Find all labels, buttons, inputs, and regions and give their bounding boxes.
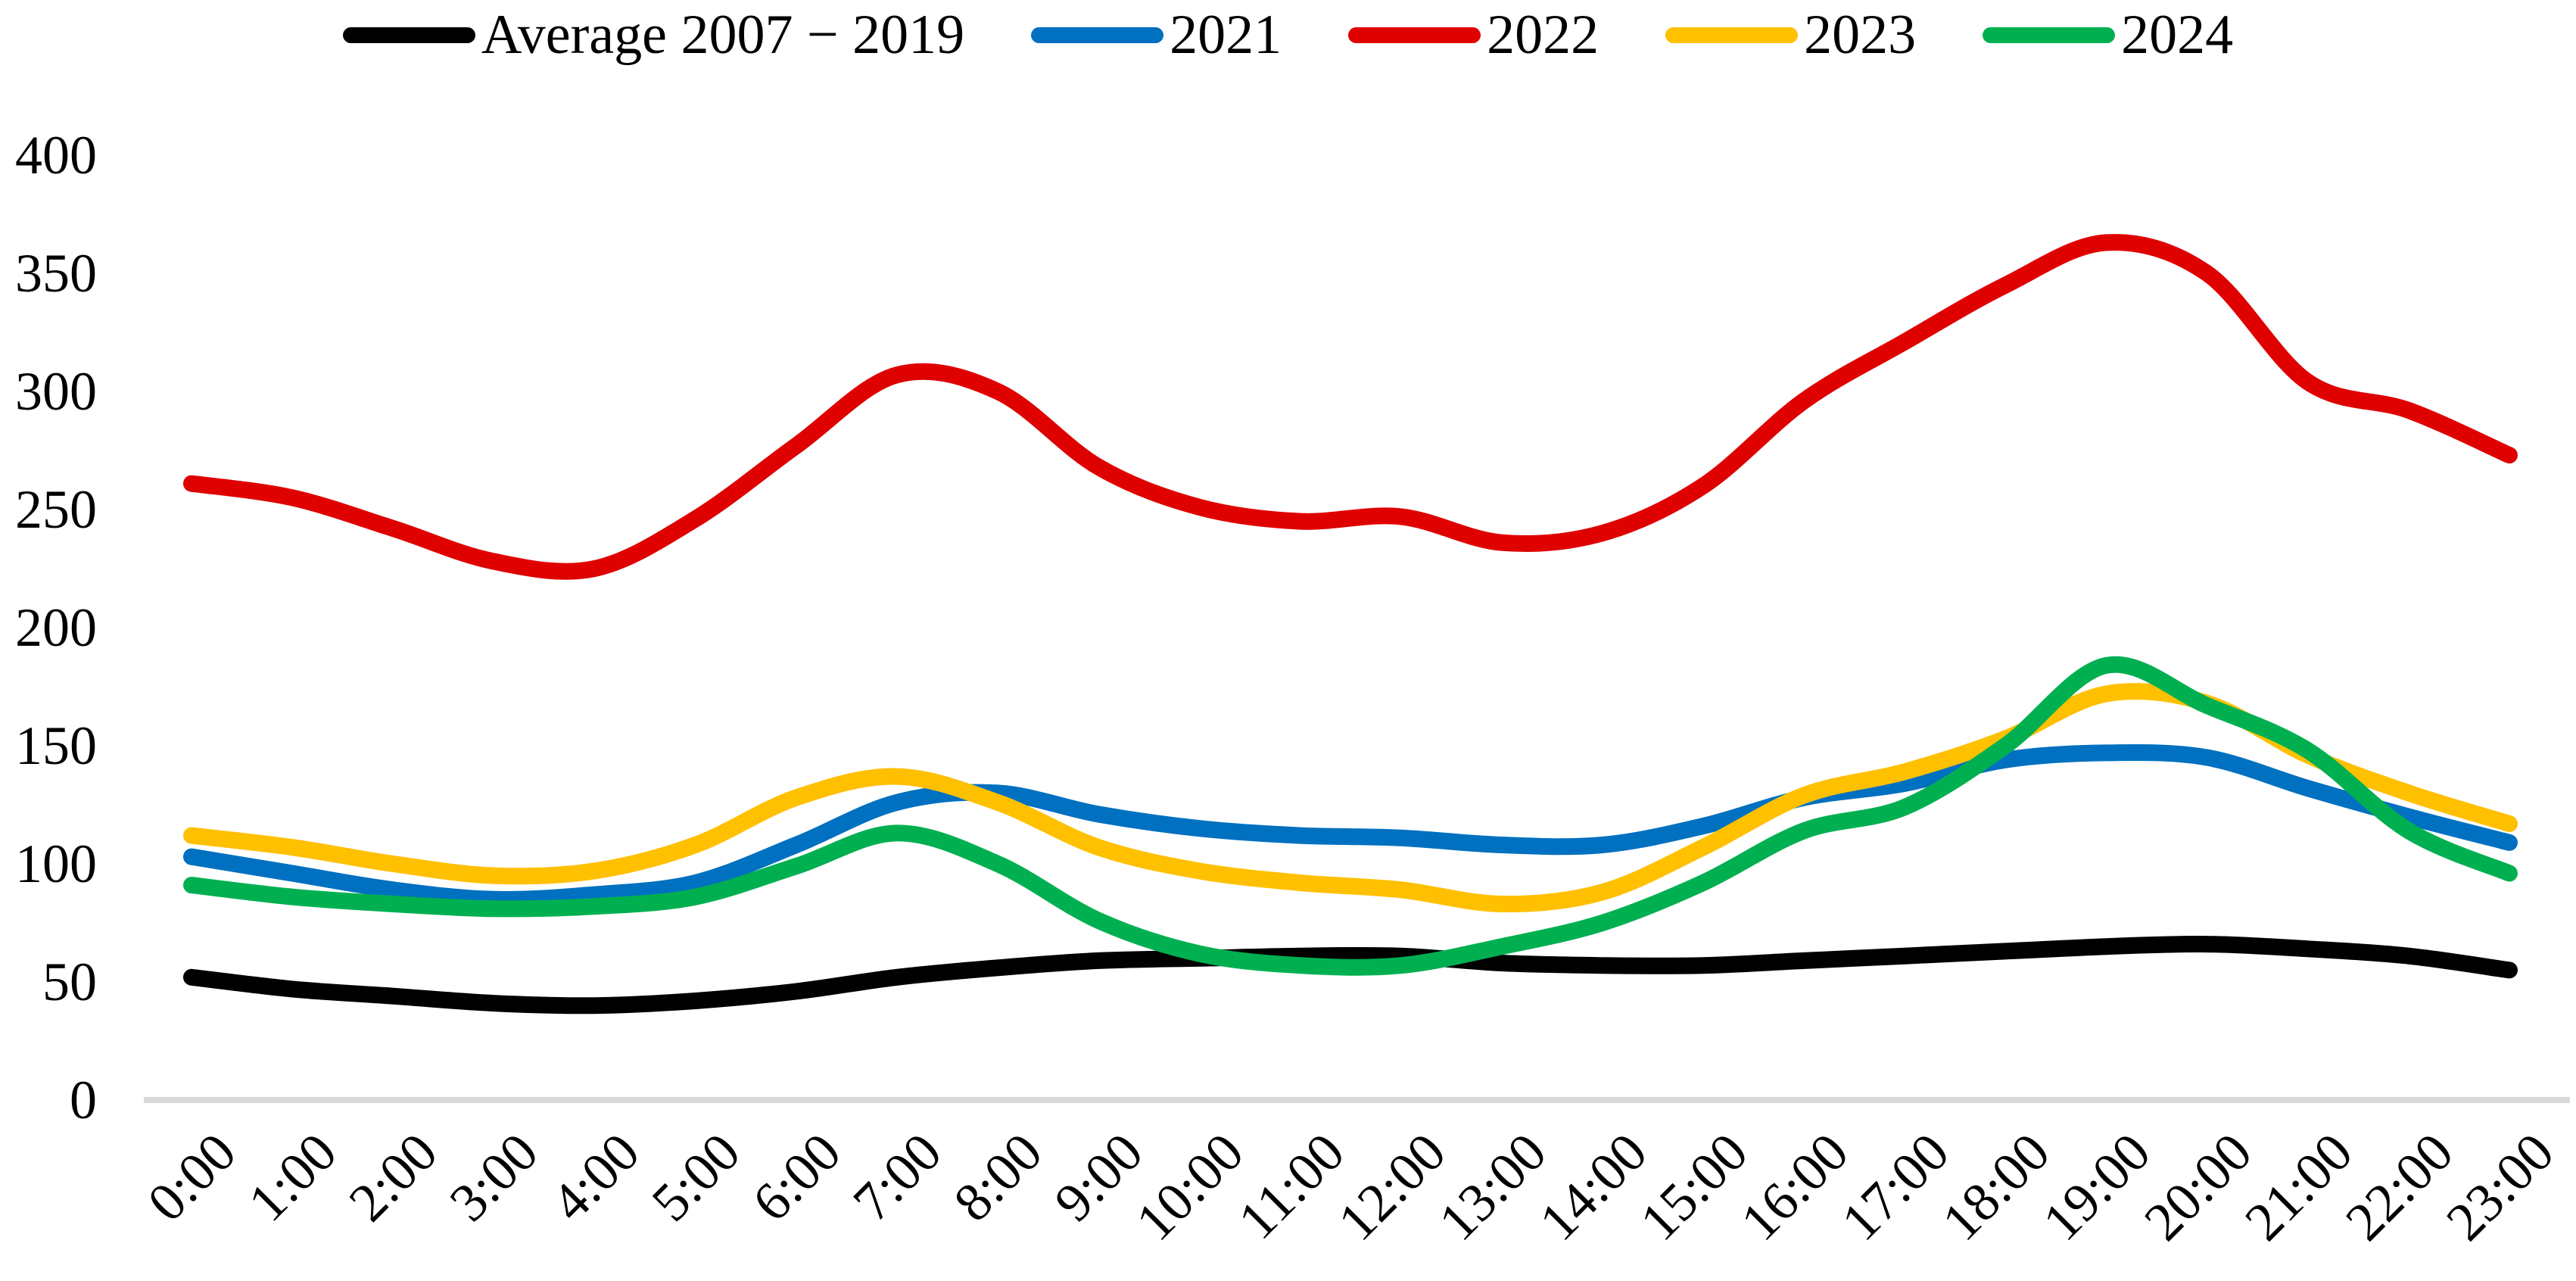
series-line-2024	[183, 656, 2518, 976]
legend-line-marker-icon	[1031, 27, 1164, 44]
legend-line-marker-icon	[1983, 27, 2116, 44]
y-axis-tick-label: 0	[70, 1070, 97, 1130]
y-axis-tick-label: 400	[15, 125, 97, 185]
series-line-2023	[183, 683, 2518, 913]
legend-label: Average 2007 − 2019	[481, 4, 965, 66]
legend-line-marker-icon	[342, 27, 475, 44]
y-axis-tick-label: 250	[15, 479, 97, 540]
legend-label: 2024	[2121, 4, 2234, 66]
y-axis-tick-label: 150	[15, 715, 97, 776]
legend-label: 2021	[1170, 4, 1282, 66]
legend-item: 2021	[1031, 4, 1282, 66]
series-line-average-2007-−-2019	[183, 936, 2518, 1015]
legend-label: 2022	[1487, 4, 1599, 66]
legend-item: 2022	[1348, 4, 1599, 66]
legend-label: 2023	[1804, 4, 1917, 66]
legend: Average 2007 − 2019 2021 2022 2023 2024	[0, 4, 2576, 66]
legend-line-marker-icon	[1348, 27, 1481, 44]
y-axis-tick-label: 350	[15, 243, 97, 304]
y-axis-tick-label: 200	[15, 597, 97, 658]
legend-line-marker-icon	[1665, 27, 1799, 44]
series-lines	[183, 234, 2518, 1015]
legend-item: 2023	[1665, 4, 1917, 66]
series-line-2021	[183, 744, 2518, 908]
y-axis-tick-label: 300	[15, 361, 97, 422]
legend-item: Average 2007 − 2019	[342, 4, 965, 66]
y-axis-tick-label: 50	[42, 952, 97, 1012]
legend-item: 2024	[1983, 4, 2234, 66]
series-line-2022	[183, 234, 2518, 580]
y-axis-tick-label: 100	[15, 834, 97, 894]
